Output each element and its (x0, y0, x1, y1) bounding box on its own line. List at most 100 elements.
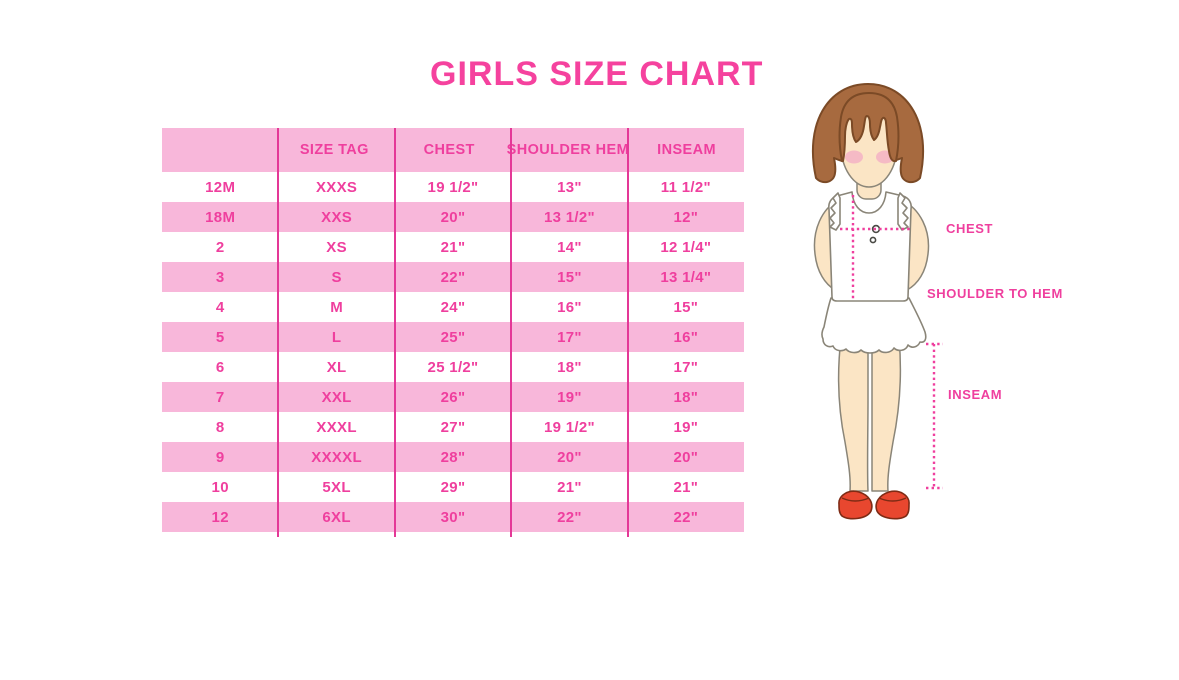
table-cell: 29" (440, 478, 466, 496)
left-shoe (838, 490, 873, 520)
column-header-size-tag: SIZE TAG (299, 142, 369, 158)
page-title: GIRLS SIZE CHART (430, 55, 764, 93)
column-divider (626, 128, 629, 537)
table-row: 9 XXXXL 28" 20" 20" (162, 442, 744, 472)
table-row: 3 S 22" 15" 13 1/4" (162, 262, 744, 292)
table-cell: 19 1/2" (543, 418, 595, 436)
table-cell: 21" (557, 478, 582, 496)
column-header-shoulder-hem: SHOULDER HEM (506, 142, 630, 158)
table-row: 4 M 24" 16" 15" (162, 292, 744, 322)
blush-left (845, 150, 863, 164)
table-cell: 12" (673, 208, 699, 226)
inseam-measurement-label: INSEAM (948, 387, 1003, 402)
table-cell: 6 (215, 358, 225, 376)
chest-measurement-label: CHEST (946, 221, 994, 236)
column-divider (393, 128, 396, 537)
left-shoulder-frill (829, 192, 841, 231)
table-cell: 18" (557, 358, 582, 376)
table-cell: 12 1/4" (660, 238, 712, 256)
table-cell: 8 (215, 418, 225, 436)
table-cell: 21" (673, 478, 699, 496)
table-cell: XXXS (315, 178, 358, 196)
table-cell: 13 1/2" (543, 208, 595, 226)
table-cell: S (331, 268, 342, 286)
table-row: 8 XXXL 27" 19 1/2" 19" (162, 412, 744, 442)
table-row: 12M XXXS 19 1/2" 13" 11 1/2" (162, 172, 744, 202)
table-cell: 16" (557, 298, 582, 316)
table-cell: 26" (440, 388, 466, 406)
table-cell: 4 (215, 298, 225, 316)
table-cell: M (330, 298, 343, 316)
column-header-size (162, 128, 277, 172)
table-cell: 20" (440, 208, 466, 226)
table-cell: 19" (673, 418, 699, 436)
table-cell: 10 (211, 478, 229, 496)
table-cell: 18M (205, 208, 236, 226)
table-cell: XXXL (316, 418, 357, 436)
table-cell: 27" (440, 418, 466, 436)
table-cell: 6XL (322, 508, 351, 526)
table-cell: 22" (440, 268, 466, 286)
table-cell: 25 1/2" (427, 358, 479, 376)
table-cell: 28" (440, 448, 466, 466)
table-cell: 5 (215, 328, 225, 346)
table-row: 7 XXL 26" 19" 18" (162, 382, 744, 412)
table-cell: 15" (673, 298, 699, 316)
table-cell: 25" (440, 328, 466, 346)
table-cell: 3 (215, 268, 225, 286)
girl-illustration (811, 83, 943, 520)
right-leg (871, 337, 902, 492)
table-cell: 7 (215, 388, 225, 406)
right-shoe (875, 490, 910, 520)
table-cell: XXS (321, 208, 353, 226)
table-cell: 14" (557, 238, 582, 256)
sleeveless-top (828, 191, 912, 302)
left-leg (837, 337, 869, 492)
table-cell: 12 (211, 508, 229, 526)
shoulder-to-hem-measurement-label: SHOULDER TO HEM (927, 286, 1063, 301)
table-cell: 15" (557, 268, 582, 286)
table-cell: 16" (673, 328, 699, 346)
column-divider (277, 128, 280, 537)
table-cell: 9 (215, 448, 225, 466)
table-cell: XS (326, 238, 347, 256)
table-cell: 21" (440, 238, 466, 256)
table-cell: 11 1/2" (660, 178, 711, 196)
table-row: 5 L 25" 17" 16" (162, 322, 744, 352)
table-row: 18M XXS 20" 13 1/2" 12" (162, 202, 744, 232)
table-cell: XXL (321, 388, 352, 406)
table-cell: 19" (557, 388, 582, 406)
table-cell: XXXXL (311, 448, 362, 466)
table-cell: 24" (440, 298, 466, 316)
table-cell: 18" (673, 388, 699, 406)
table-cell: 13 1/4" (660, 268, 712, 286)
column-divider (510, 128, 513, 537)
table-cell: 12M (205, 178, 236, 196)
table-cell: XL (326, 358, 347, 376)
table-cell: 30" (440, 508, 466, 526)
table-cell: 19 1/2" (427, 178, 479, 196)
table-cell: L (331, 328, 342, 346)
girl-measurement-diagram (780, 60, 950, 540)
table-cell: 13" (557, 178, 582, 196)
table-cell: 17" (673, 358, 699, 376)
right-shoulder-frill (897, 192, 909, 231)
table-cell: 22" (557, 508, 582, 526)
table-row: 12 6XL 30" 22" 22" (162, 502, 744, 532)
ruffled-skirt (821, 297, 927, 354)
right-shoe-strap (878, 497, 907, 502)
table-cell: 2 (215, 238, 225, 256)
size-chart-table: SIZE TAG CHEST SHOULDER HEM INSEAM 12M XX… (162, 128, 744, 537)
column-header-chest: CHEST (423, 142, 475, 158)
bottom-button (869, 236, 877, 244)
table-cell: 20" (557, 448, 582, 466)
left-shoe-strap (841, 497, 870, 502)
table-cell: 17" (557, 328, 582, 346)
table-row: 6 XL 25 1/2" 18" 17" (162, 352, 744, 382)
table-header-row: SIZE TAG CHEST SHOULDER HEM INSEAM (162, 128, 744, 172)
table-row: 10 5XL 29" 21" 21" (162, 472, 744, 502)
size-table-body: 12M XXXS 19 1/2" 13" 11 1/2" 18M XXS 20" 13 1/2"… (162, 172, 744, 532)
column-header-inseam: INSEAM (657, 142, 716, 158)
hair-bangs (838, 92, 900, 163)
table-cell: 22" (673, 508, 699, 526)
